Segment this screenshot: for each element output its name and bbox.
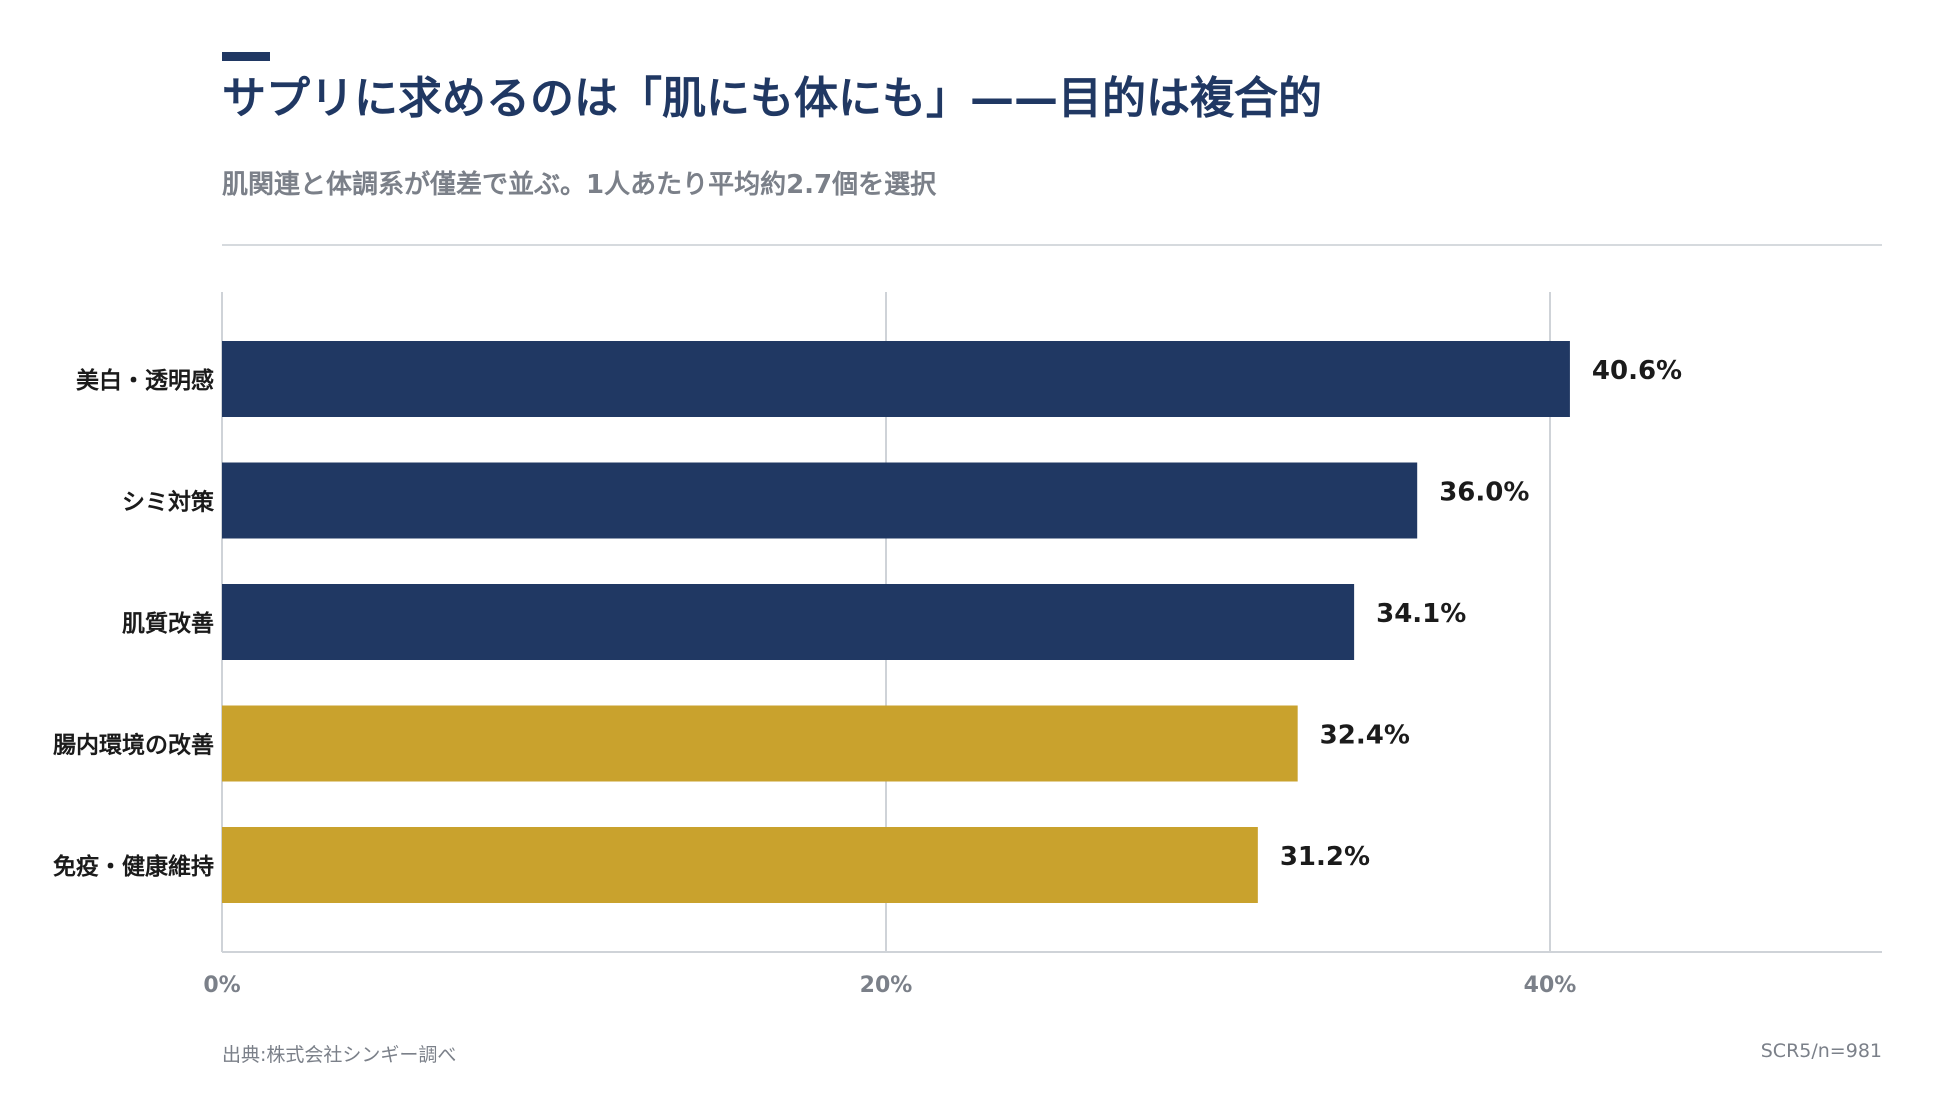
x-tick-label: 0% (203, 973, 240, 998)
bar (222, 827, 1258, 903)
category-label: 免疫・健康維持 (53, 853, 214, 880)
chart-subtitle: 肌関連と体調系が僅差で並ぶ。1人あたり平均約2.7個を選択 (222, 170, 937, 200)
value-label: 40.6% (1592, 356, 1682, 386)
title-accent-bar (222, 52, 270, 61)
labels-layer: 0% 20% 40% 美白・透明感 40.6% シミ対策 36.0% 肌質改善 34.1% 腸内環… (53, 356, 1682, 998)
chart-title: サプリに求めるのは「肌にも体にも」——目的は複合的 (222, 73, 1322, 124)
category-label: 美白・透明感 (76, 367, 214, 394)
category-label: 肌質改善 (122, 610, 214, 637)
category-label: シミ対策 (122, 489, 215, 516)
value-label: 32.4% (1320, 721, 1410, 751)
bar (222, 705, 1298, 782)
sample-size-note: SCR5/n=981 (1760, 1040, 1882, 1062)
bars-layer (222, 341, 1570, 903)
value-label: 31.2% (1280, 842, 1370, 872)
source-note: 出典:株式会社シンギー調べ (222, 1044, 457, 1066)
header-divider (222, 244, 1882, 246)
x-tick-label: 20% (860, 973, 913, 998)
bar (222, 462, 1418, 539)
bar (222, 584, 1355, 660)
bar (222, 341, 1570, 417)
x-tick-label: 40% (1524, 973, 1577, 998)
value-label: 36.0% (1439, 478, 1529, 508)
category-label: 腸内環境の改善 (53, 732, 214, 759)
value-label: 34.1% (1376, 599, 1466, 629)
